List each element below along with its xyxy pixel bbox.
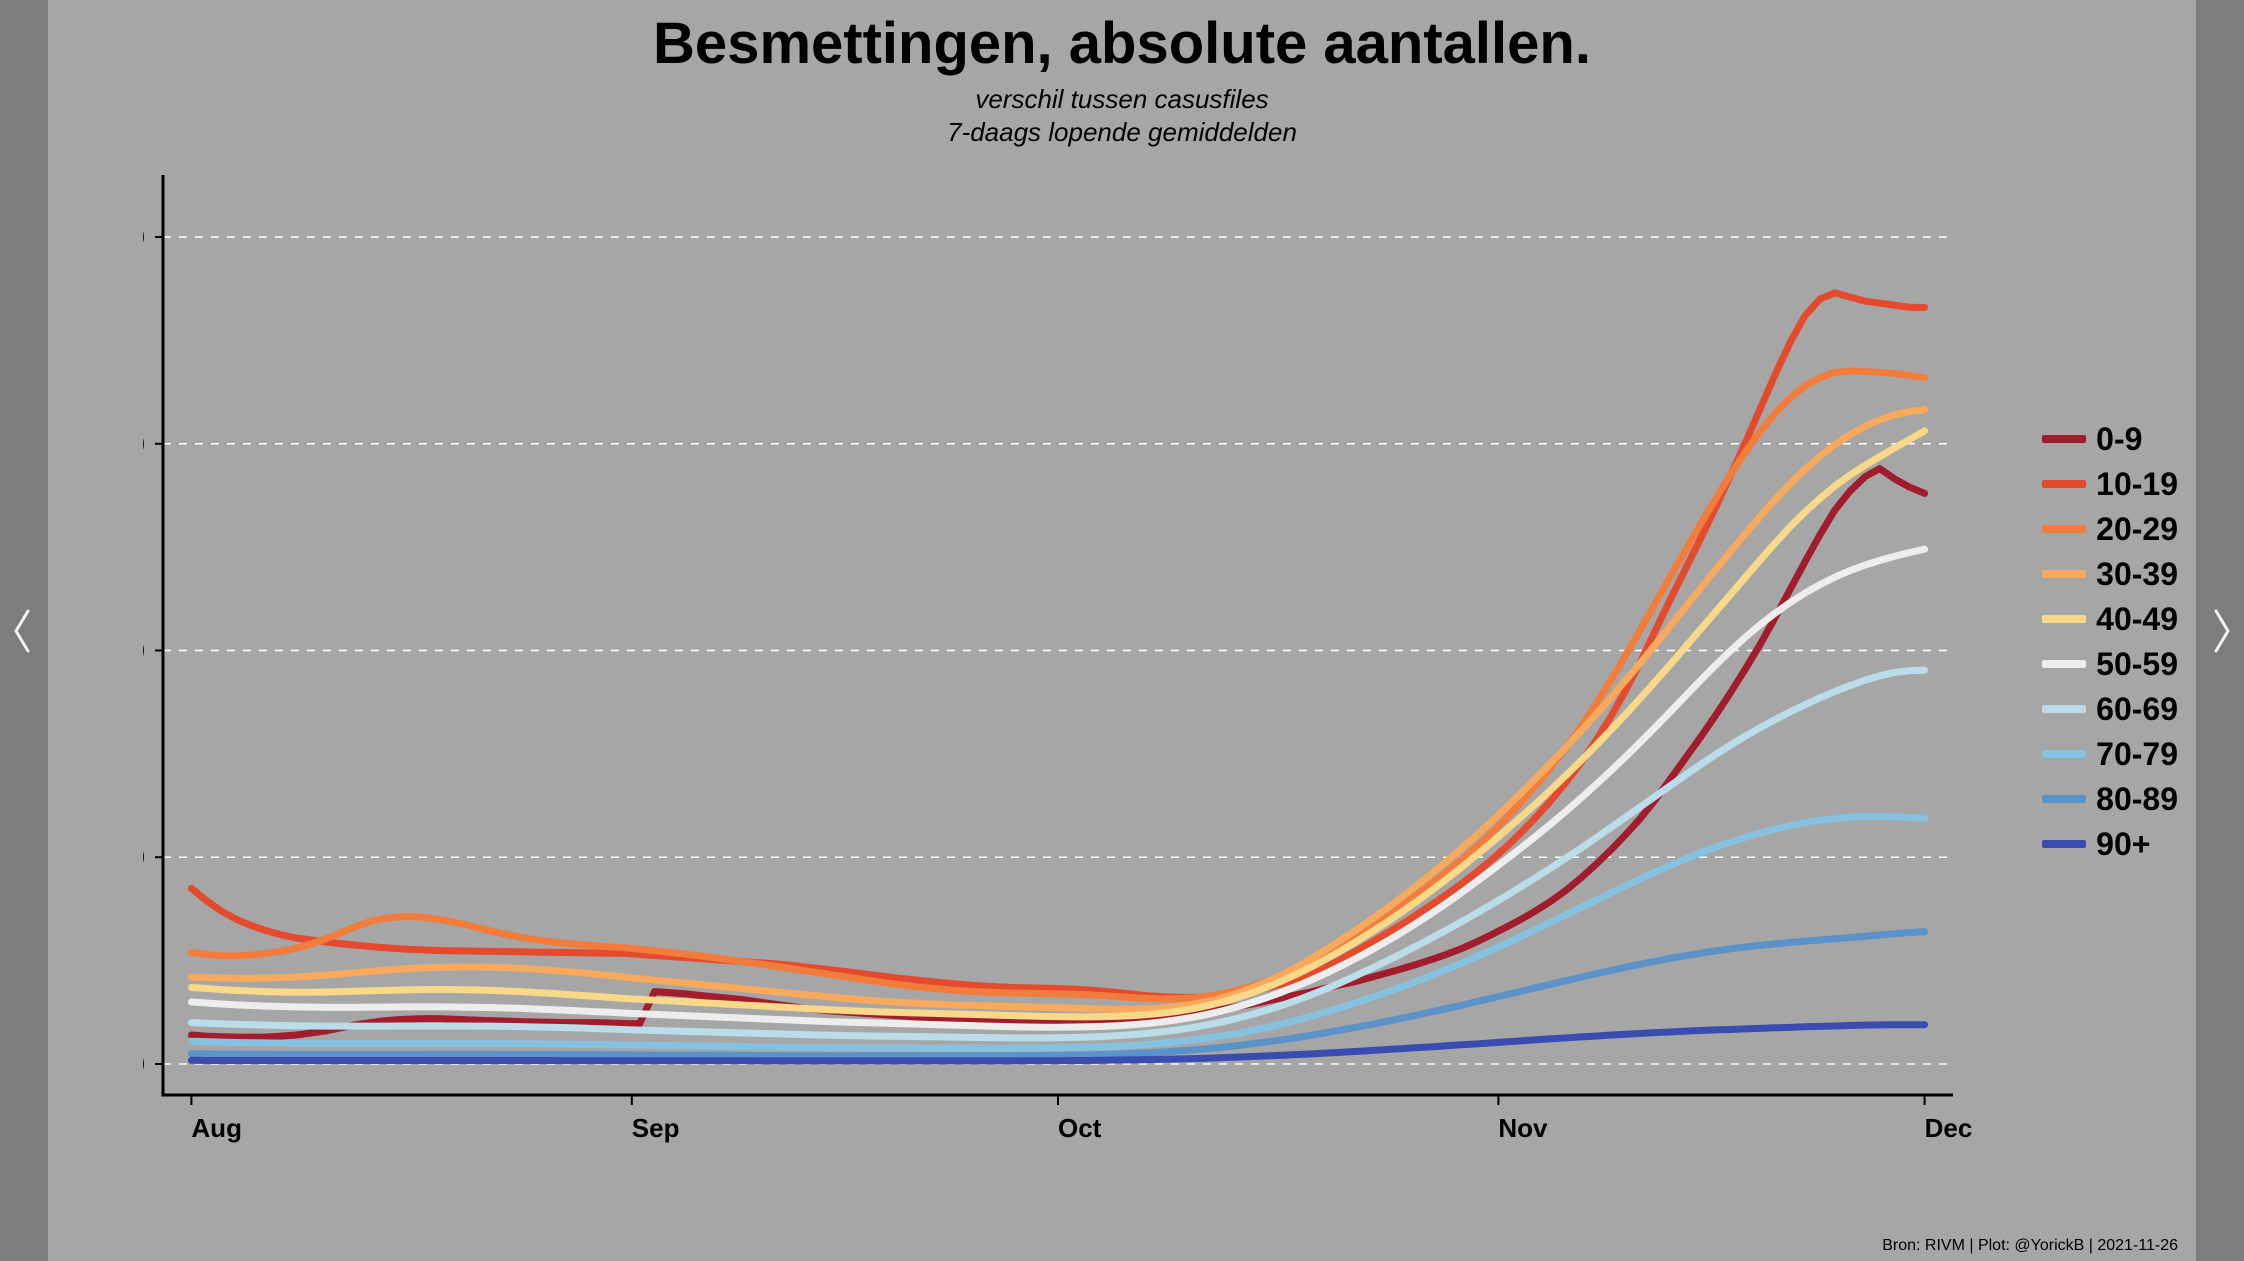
svg-text:Dec: Dec (1925, 1113, 1973, 1143)
svg-text:Nov: Nov (1498, 1113, 1548, 1143)
legend-item: 0-9 (2042, 418, 2178, 460)
legend: 0-9 10-19 20-29 30-39 40-49 50-59 60-69 70-79 80… (2042, 415, 2178, 868)
legend-swatch (2042, 795, 2086, 803)
legend-label: 70-79 (2096, 736, 2178, 773)
chart-subtitle: verschil tussen casusfiles 7-daags lopen… (48, 83, 2196, 148)
series-line (191, 371, 1924, 999)
legend-label: 60-69 (2096, 691, 2178, 728)
legend-label: 90+ (2096, 826, 2150, 863)
chart-panel: Besmettingen, absolute aantallen. versch… (48, 0, 2196, 1261)
carousel-next-button[interactable] (2208, 607, 2236, 655)
legend-label: 80-89 (2096, 781, 2178, 818)
chart-svg: 0 1000 2000 3000 4000 Aug Sep Oct Nov Dec (143, 165, 1973, 1175)
legend-item: 30-39 (2042, 553, 2178, 595)
legend-item: 20-29 (2042, 508, 2178, 550)
svg-text:Sep: Sep (632, 1113, 680, 1143)
frame: Besmettingen, absolute aantallen. versch… (0, 0, 2244, 1261)
credit-line: Bron: RIVM | Plot: @YorickB | 2021-11-26 (1882, 1237, 2178, 1255)
svg-text:3000: 3000 (143, 429, 145, 459)
legend-label: 0-9 (2096, 421, 2142, 458)
legend-label: 10-19 (2096, 466, 2178, 503)
legend-swatch (2042, 480, 2086, 488)
legend-item: 50-59 (2042, 643, 2178, 685)
svg-text:Oct: Oct (1058, 1113, 1102, 1143)
chart-area: 0 1000 2000 3000 4000 Aug Sep Oct Nov Dec (143, 165, 1973, 1175)
legend-swatch (2042, 840, 2086, 848)
svg-text:0: 0 (143, 1049, 145, 1079)
chevron-right-icon (2208, 607, 2236, 655)
legend-item: 90+ (2042, 823, 2178, 865)
legend-label: 30-39 (2096, 556, 2178, 593)
subtitle-line-2: 7-daags lopende gemiddelden (947, 117, 1297, 147)
legend-label: 50-59 (2096, 646, 2178, 683)
title-block: Besmettingen, absolute aantallen. versch… (48, 10, 2196, 148)
legend-label: 20-29 (2096, 511, 2178, 548)
legend-swatch (2042, 435, 2086, 443)
legend-swatch (2042, 660, 2086, 668)
svg-text:1000: 1000 (143, 842, 145, 872)
legend-item: 70-79 (2042, 733, 2178, 775)
svg-text:4000: 4000 (143, 222, 145, 252)
legend-item: 40-49 (2042, 598, 2178, 640)
legend-swatch (2042, 615, 2086, 623)
legend-swatch (2042, 570, 2086, 578)
carousel-prev-button[interactable] (8, 607, 36, 655)
chevron-left-icon (8, 607, 36, 655)
legend-label: 40-49 (2096, 601, 2178, 638)
legend-item: 80-89 (2042, 778, 2178, 820)
subtitle-line-1: verschil tussen casusfiles (975, 84, 1268, 114)
legend-item: 10-19 (2042, 463, 2178, 505)
svg-text:2000: 2000 (143, 636, 145, 666)
legend-item: 60-69 (2042, 688, 2178, 730)
series-line (191, 670, 1924, 1038)
svg-text:Aug: Aug (191, 1113, 242, 1143)
legend-swatch (2042, 705, 2086, 713)
chart-title: Besmettingen, absolute aantallen. (48, 10, 2196, 77)
series-line (191, 293, 1924, 998)
legend-swatch (2042, 750, 2086, 758)
series-line (191, 431, 1924, 1017)
legend-swatch (2042, 525, 2086, 533)
